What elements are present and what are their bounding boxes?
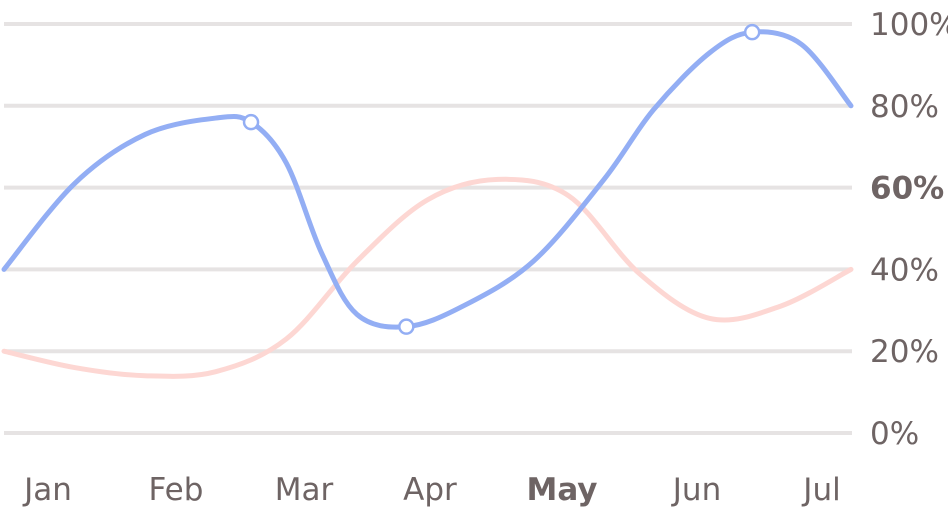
x-tick-label: Jul — [801, 472, 840, 508]
series-line-2 — [1, 176, 854, 379]
x-tick-label: Feb — [149, 472, 204, 508]
x-axis-tick-labels: Jan Feb Mar Apr May Jun Jul — [22, 472, 841, 508]
series-lines — [1, 29, 854, 379]
y-tick-label: 20% — [870, 334, 939, 370]
y-axis-tick-labels: 0% 20% 40% 60% 80% 100% — [870, 7, 948, 452]
x-tick-label: May — [526, 472, 597, 508]
data-point-marker[interactable] — [743, 23, 761, 41]
data-point-marker[interactable] — [242, 113, 260, 131]
x-tick-label: Jan — [22, 472, 72, 508]
y-tick-label: 60% — [870, 171, 944, 207]
y-tick-label: 0% — [870, 416, 919, 452]
y-tick-label: 100% — [870, 7, 948, 43]
y-tick-label: 40% — [870, 252, 939, 288]
x-tick-label: Mar — [275, 472, 334, 508]
y-tick-label: 80% — [870, 89, 939, 125]
data-markers — [242, 23, 761, 335]
series-line-1 — [1, 29, 854, 330]
x-tick-label: Jun — [671, 472, 721, 508]
data-point-marker[interactable] — [398, 318, 415, 335]
x-tick-label: Apr — [403, 472, 457, 508]
grid-lines — [4, 22, 852, 435]
